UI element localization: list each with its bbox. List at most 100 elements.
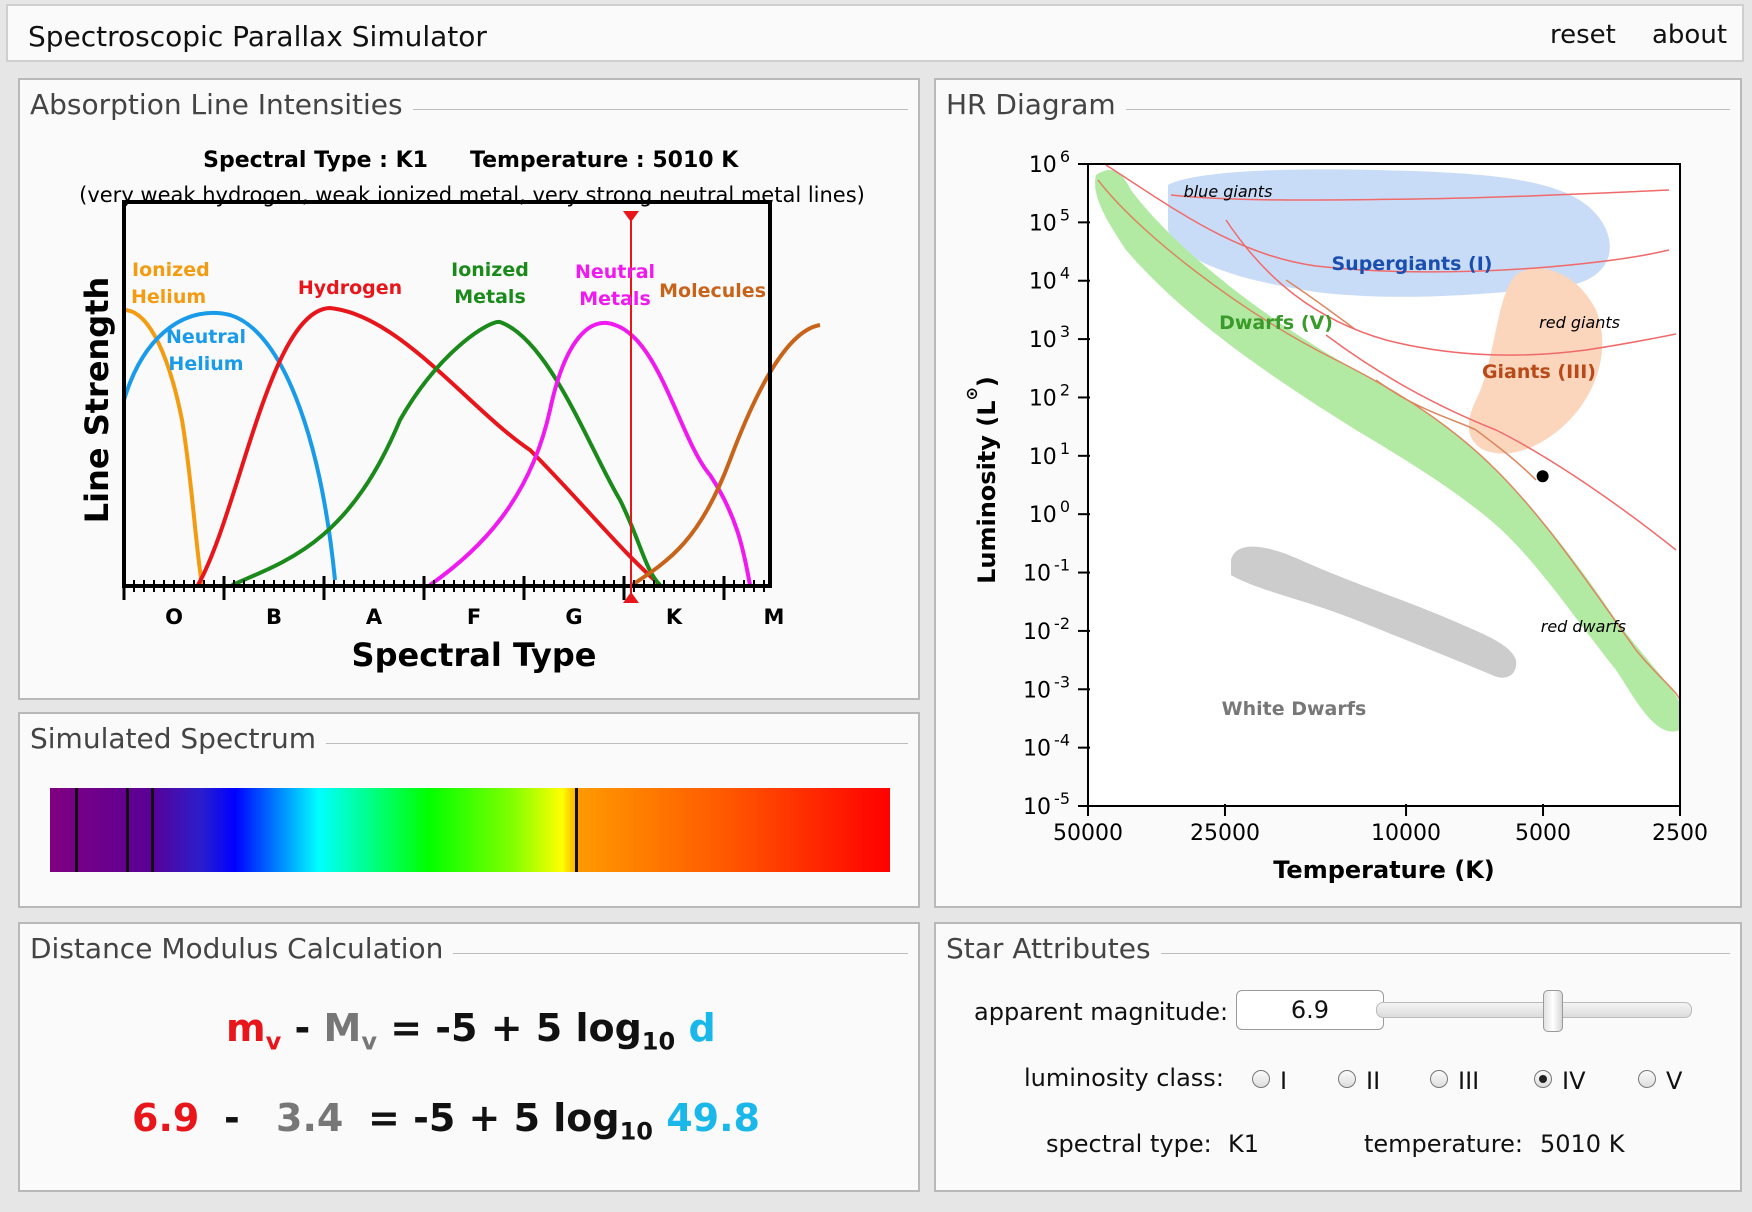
label-white-dwarfs: White Dwarfs	[1222, 698, 1367, 720]
value-rhs: = -5 + 5 log	[368, 1096, 620, 1140]
x-axis-label: Spectral Type	[352, 636, 597, 674]
spectrum-panel: Simulated Spectrum	[18, 712, 920, 908]
absorption-panel: Absorption Line Intensities Spectral Typ…	[18, 78, 920, 700]
category-a: A	[366, 605, 383, 629]
dwarfs-track	[1285, 279, 1357, 331]
luminosity-class-i-radio[interactable]: I	[1252, 1067, 1287, 1095]
x-axis-label: Temperature (K)	[1273, 856, 1495, 884]
spectral-tick-marks	[122, 576, 765, 600]
label-ionized-metals-1: Ionized	[451, 259, 529, 281]
title-bar: Spectroscopic Parallax Simulator reset a…	[6, 4, 1744, 62]
x-tick-marks: 50000 25000 10000 5000 2500	[1053, 804, 1708, 846]
y-tick-label: 10 -1	[1023, 556, 1070, 587]
value-log-sub: 10	[619, 1117, 653, 1146]
y-tick-label: 10 -3	[1023, 672, 1070, 703]
label-neutral-helium-2: Helium	[168, 353, 243, 375]
main-sequence-region	[1095, 170, 1680, 732]
luminosity-class-iii-radio[interactable]: III	[1430, 1067, 1479, 1095]
value-apparent-magnitude: 6.9	[132, 1096, 200, 1140]
luminosity-class-v-radio[interactable]: V	[1638, 1067, 1682, 1095]
apparent-magnitude-slider[interactable]	[1376, 990, 1692, 1032]
radio-label: III	[1458, 1067, 1480, 1095]
slider-thumb[interactable]	[1543, 990, 1563, 1032]
x-tick-label: 10000	[1371, 821, 1441, 846]
label-supergiants: Supergiants (I)	[1332, 253, 1493, 275]
reset-link[interactable]: reset	[1550, 20, 1616, 50]
neutral-metals-curve	[428, 320, 752, 587]
value-absolute-magnitude: 3.4	[276, 1096, 344, 1140]
temperature-heading: Temperature : 5010 K	[470, 148, 739, 173]
distance-formula: mv - Mv = -5 + 5 log10 d	[226, 1006, 716, 1056]
hr-panel: HR Diagram 10 6 10 5 10 4 10 3 10 2 10 1 10 0 10 -1 10 -2…	[934, 78, 1742, 908]
spectral-type-heading: Spectral Type : K1	[203, 148, 428, 173]
category-g: G	[565, 605, 582, 629]
x-tick-label: 25000	[1190, 821, 1260, 846]
plot-frame	[1087, 163, 1681, 807]
formula-log-sub: 10	[641, 1027, 676, 1056]
star-marker[interactable]	[1536, 470, 1549, 483]
panel-title: Star Attributes	[946, 932, 1161, 965]
absorption-line	[75, 788, 79, 872]
spectral-type-label: spectral type:	[1046, 1130, 1212, 1158]
label-molecules: Molecules	[659, 280, 766, 302]
temperature-label: temperature:	[1364, 1130, 1523, 1158]
spectral-type-value: K1	[1228, 1130, 1260, 1158]
x-tick-label: 5000	[1515, 821, 1571, 846]
y-axis-label-symbol: ⊙	[962, 387, 981, 400]
ionized-metals-curve	[231, 319, 662, 587]
y-tick-label: 10 5	[1029, 205, 1070, 236]
supergiants-region	[1168, 169, 1610, 297]
x-tick-label: 50000	[1053, 821, 1123, 846]
label-dwarfs: Dwarfs (V)	[1219, 312, 1333, 334]
radio-button-icon[interactable]	[1252, 1070, 1270, 1088]
y-tick-label: 10 1	[1029, 439, 1070, 470]
label-ionized-helium-1: Ionized	[132, 259, 210, 281]
about-link[interactable]: about	[1652, 20, 1728, 50]
absorption-line	[125, 788, 129, 872]
absorption-line	[150, 788, 154, 872]
ionized-helium-curve	[123, 308, 204, 586]
panel-title: Absorption Line Intensities	[30, 88, 413, 121]
giants-region	[1468, 268, 1603, 454]
formula-rhs: = -5 + 5 log	[376, 1006, 642, 1050]
luminosity-class-ii-radio[interactable]: II	[1338, 1067, 1380, 1095]
luminosity-class-iv-radio[interactable]: IV	[1534, 1067, 1586, 1095]
radio-button-icon[interactable]	[1338, 1070, 1356, 1088]
apparent-magnitude-label: apparent magnitude:	[974, 998, 1229, 1026]
plot-frame	[122, 200, 772, 588]
value-distance: 49.8	[666, 1096, 760, 1140]
formula-m: m	[226, 1006, 266, 1050]
radio-label: II	[1366, 1067, 1381, 1095]
x-tick-label: 2500	[1652, 821, 1708, 846]
panel-title: Distance Modulus Calculation	[30, 932, 454, 965]
label-ionized-metals-2: Metals	[454, 286, 526, 308]
spectral-type-marker[interactable]	[623, 211, 639, 603]
radio-button-icon[interactable]	[1534, 1070, 1552, 1088]
apparent-magnitude-input[interactable]	[1236, 990, 1384, 1030]
y-tick-label: 10 -4	[1023, 731, 1070, 762]
formula-minus: -	[281, 1006, 324, 1050]
y-axis-label: Line Strength	[78, 277, 116, 524]
category-b: B	[266, 605, 282, 629]
distance-panel: Distance Modulus Calculation mv - Mv = -…	[18, 922, 920, 1192]
panel-rule	[400, 109, 908, 110]
subgiant-track	[1375, 379, 1537, 481]
y-tick-label: 10 -5	[1023, 789, 1070, 820]
neutral-helium-curve	[122, 310, 337, 581]
y-tick-label: 10 4	[1029, 264, 1070, 295]
radio-label: IV	[1562, 1067, 1586, 1095]
radio-button-icon[interactable]	[1430, 1070, 1448, 1088]
y-tick-label: 10 2	[1029, 380, 1070, 411]
radio-label: I	[1280, 1067, 1288, 1095]
panel-rule	[1158, 953, 1730, 954]
label-neutral-metals-2: Metals	[579, 288, 651, 310]
luminosity-class-label: luminosity class:	[1024, 1064, 1224, 1092]
category-k: K	[666, 605, 683, 629]
radio-button-icon[interactable]	[1638, 1070, 1656, 1088]
attributes-panel: Star Attributes apparent magnitude: lumi…	[934, 922, 1742, 1192]
absorption-line	[575, 788, 578, 872]
label-hydrogen: Hydrogen	[298, 277, 402, 299]
luminosity-class-iv-curve	[1325, 334, 1677, 551]
